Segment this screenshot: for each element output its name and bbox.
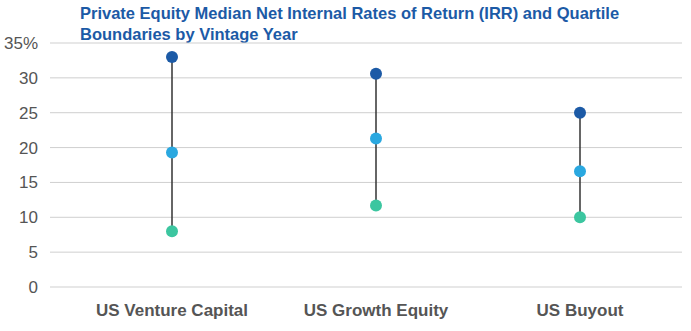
chart-area: 0 5 10 15 20 25 30 35% US Venture Capital US Grow… (0, 0, 691, 331)
x-tick-label: US Venture Capital (96, 301, 248, 320)
dot (370, 199, 382, 211)
y-tick-label: 10 (19, 208, 38, 227)
grid-line (50, 43, 682, 44)
dot (574, 165, 586, 177)
dot (166, 225, 178, 237)
dot (574, 211, 586, 223)
y-tick-label: 25 (19, 104, 38, 123)
dot (166, 51, 178, 63)
y-tick-label: 20 (19, 139, 38, 158)
range-line (579, 113, 581, 218)
x-tick-label: US Growth Equity (304, 301, 449, 320)
dot (370, 68, 382, 80)
x-tick-label: US Buyout (537, 301, 624, 320)
dot (574, 107, 586, 119)
grid-line (50, 252, 682, 253)
y-tick-label: 5 (29, 243, 38, 262)
dot (166, 146, 178, 158)
grid-line (50, 287, 682, 288)
grid-line (50, 182, 682, 183)
marks (166, 51, 586, 237)
grid-line (50, 217, 682, 218)
dot (370, 133, 382, 145)
grid-line (50, 112, 682, 113)
grid-line (50, 147, 682, 148)
y-tick-label: 0 (29, 278, 38, 297)
y-tick-label: 35% (4, 34, 38, 53)
y-tick-label: 30 (19, 69, 38, 88)
chart-title: Private Equity Median Net Internal Rates… (80, 3, 640, 45)
grid-line (50, 77, 682, 78)
y-tick-label: 15 (19, 173, 38, 192)
range-line (171, 57, 173, 231)
